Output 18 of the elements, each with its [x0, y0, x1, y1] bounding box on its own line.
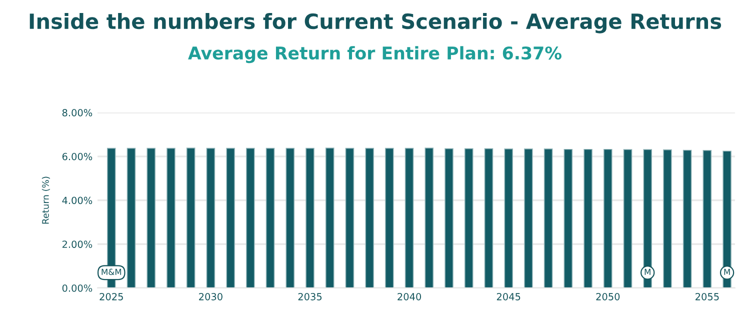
annotation: M [724, 268, 730, 275]
y-tick-label: 0.00% [62, 284, 92, 292]
y-tick-label: 8.00% [62, 109, 92, 116]
x-tick-label: 2025 [100, 293, 123, 300]
y-axis-title: Return (%) [42, 176, 50, 224]
y-tick-label: 6.00% [62, 152, 92, 160]
x-tick-label: 2045 [496, 293, 520, 300]
x-tick-label: 2035 [298, 293, 322, 300]
x-tick-label: 2040 [398, 293, 422, 300]
chart-subtitle: Average Return for Entire Plan: 6.37% [188, 46, 562, 64]
x-tick-label: 2050 [596, 293, 620, 300]
annotation: M [644, 268, 650, 275]
annotation: M&M [102, 268, 122, 276]
y-tick-label: 2.00% [62, 240, 92, 248]
x-tick-label: 2055 [696, 293, 719, 300]
y-tick-label: 4.00% [62, 196, 92, 204]
chart-title: Inside the numbers for Current Scenario - Average Returns [30, 13, 722, 34]
x-tick-label: 2030 [199, 293, 222, 300]
